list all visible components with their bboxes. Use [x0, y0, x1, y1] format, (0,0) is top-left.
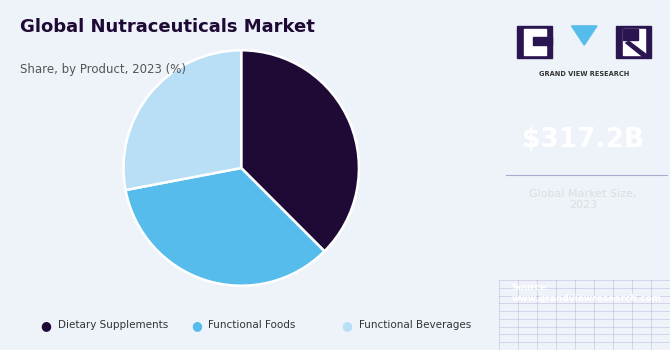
Polygon shape: [626, 41, 651, 58]
Text: Functional Beverages: Functional Beverages: [359, 321, 472, 330]
Wedge shape: [241, 50, 359, 251]
Wedge shape: [125, 168, 324, 286]
Wedge shape: [123, 50, 241, 190]
Text: Share, by Product, 2023 (%): Share, by Product, 2023 (%): [20, 63, 186, 76]
Bar: [616, 26, 651, 58]
Bar: [622, 29, 645, 55]
Text: Source:
www.grandviewresearch.com: Source: www.grandviewresearch.com: [511, 284, 661, 303]
Text: Global Nutraceuticals Market: Global Nutraceuticals Market: [20, 18, 315, 35]
Bar: [533, 37, 552, 45]
Bar: [622, 29, 639, 40]
Polygon shape: [572, 26, 597, 45]
Text: GRAND VIEW RESEARCH: GRAND VIEW RESEARCH: [539, 71, 629, 77]
Text: Dietary Supplements: Dietary Supplements: [58, 321, 168, 330]
Text: $317.2B: $317.2B: [522, 127, 644, 153]
Text: ●: ●: [40, 319, 51, 332]
Text: ●: ●: [342, 319, 352, 332]
Bar: [517, 26, 552, 58]
Text: Global Market Size,
2023: Global Market Size, 2023: [529, 189, 636, 210]
Bar: [524, 29, 546, 55]
Text: Functional Foods: Functional Foods: [208, 321, 295, 330]
Text: ●: ●: [191, 319, 202, 332]
